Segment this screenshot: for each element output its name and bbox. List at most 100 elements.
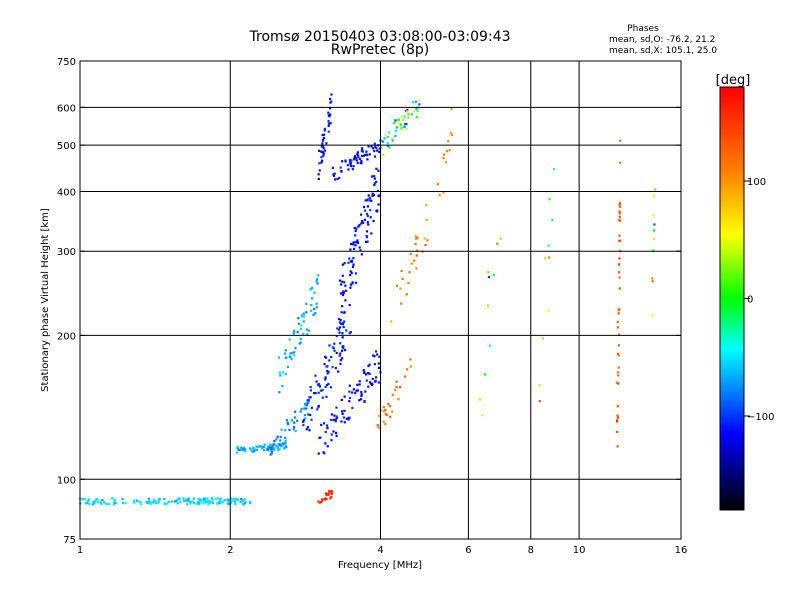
data-point — [186, 503, 189, 506]
data-point — [358, 224, 361, 227]
data-point — [371, 377, 374, 380]
data-point — [376, 149, 379, 152]
data-point — [386, 144, 389, 148]
data-point — [332, 430, 335, 433]
data-point — [425, 218, 428, 221]
data-point — [330, 439, 333, 442]
data-point — [317, 452, 320, 455]
data-point — [335, 406, 338, 409]
data-point — [272, 443, 275, 446]
data-point — [368, 381, 372, 384]
data-point — [351, 406, 354, 410]
data-point — [372, 193, 375, 197]
data-point — [373, 142, 376, 145]
data-point — [619, 161, 622, 164]
data-point — [340, 398, 343, 402]
data-point — [362, 154, 365, 157]
data-point — [254, 448, 257, 451]
data-point — [340, 349, 344, 352]
data-point — [198, 502, 201, 506]
data-point — [226, 499, 229, 502]
data-point — [414, 100, 418, 103]
data-point — [207, 502, 210, 505]
data-point — [283, 447, 286, 450]
data-point — [303, 414, 307, 417]
data-point — [338, 279, 342, 282]
data-point — [617, 263, 621, 266]
data-point — [255, 448, 259, 452]
data-point — [360, 154, 364, 158]
data-point — [361, 148, 364, 151]
data-point — [293, 351, 296, 354]
data-point — [363, 218, 367, 221]
data-point — [409, 365, 412, 368]
data-point — [261, 447, 264, 450]
data-point — [547, 244, 550, 247]
data-point — [288, 428, 291, 431]
data-point — [377, 426, 380, 429]
colorbar-tick-label: −100 — [747, 412, 774, 423]
data-point — [326, 445, 329, 448]
plot-frame — [79, 60, 682, 540]
data-point — [340, 420, 343, 423]
data-point — [174, 500, 177, 503]
data-point — [348, 416, 351, 419]
data-point — [349, 270, 352, 273]
data-point — [300, 408, 303, 411]
data-point — [124, 501, 127, 505]
data-point — [309, 288, 312, 291]
data-point — [478, 398, 482, 401]
data-point — [290, 419, 294, 422]
data-point — [327, 114, 330, 117]
data-point — [276, 446, 280, 449]
data-point — [354, 244, 357, 247]
data-point — [261, 445, 264, 449]
data-point — [382, 140, 385, 143]
data-point — [340, 170, 343, 173]
data-point — [367, 145, 370, 148]
data-point — [345, 329, 348, 332]
data-point — [415, 237, 418, 240]
data-point — [339, 342, 342, 345]
data-point — [343, 349, 347, 352]
data-point — [323, 362, 326, 366]
data-point — [333, 172, 336, 175]
data-point — [319, 436, 322, 439]
y-tick-label: 750 — [57, 57, 76, 68]
data-point — [366, 205, 370, 208]
data-point — [368, 153, 371, 156]
data-point — [305, 407, 308, 410]
data-point — [175, 498, 179, 501]
data-point — [239, 500, 242, 503]
data-point — [199, 498, 202, 501]
data-point — [343, 395, 346, 398]
data-point — [370, 175, 374, 178]
data-point — [652, 229, 656, 232]
data-point — [360, 393, 363, 396]
data-point — [407, 281, 410, 285]
data-point — [374, 350, 378, 353]
data-point — [373, 363, 376, 366]
data-point — [293, 329, 296, 332]
data-point — [547, 256, 551, 259]
data-point — [325, 365, 328, 368]
data-point — [400, 127, 403, 130]
data-point — [652, 195, 656, 198]
data-point — [389, 415, 392, 418]
data-point — [405, 123, 408, 126]
data-point — [618, 210, 621, 213]
data-point — [363, 209, 367, 212]
data-point — [341, 305, 344, 308]
data-point — [418, 103, 421, 106]
data-point — [237, 448, 240, 451]
data-point — [286, 365, 290, 368]
data-point — [365, 236, 369, 239]
data-point — [348, 332, 351, 335]
data-point — [342, 347, 345, 350]
data-point — [111, 497, 114, 500]
data-point — [182, 499, 186, 502]
data-point — [266, 448, 269, 452]
data-point — [191, 500, 194, 503]
data-point — [356, 383, 359, 386]
data-point — [357, 241, 360, 244]
